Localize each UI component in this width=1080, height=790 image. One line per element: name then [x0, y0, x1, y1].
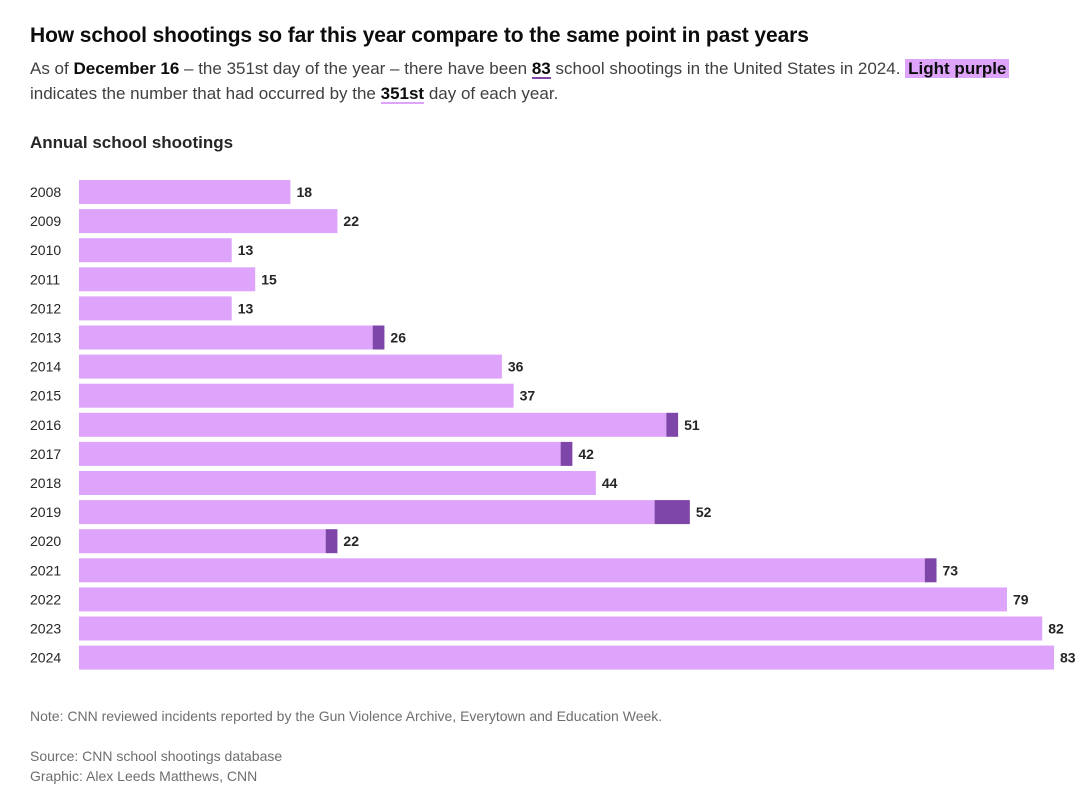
bar-light-2013	[79, 325, 373, 350]
year-label: 2008	[30, 184, 61, 200]
year-label: 2009	[30, 213, 61, 229]
legend-light-purple: Light purple	[905, 59, 1010, 78]
bar-dark-2017	[560, 441, 573, 466]
bar-light-2014	[79, 354, 502, 379]
bar-dark-2020	[325, 529, 338, 554]
value-label: 51	[684, 417, 700, 433]
value-label: 15	[261, 271, 277, 287]
year-label: 2017	[30, 446, 61, 462]
value-label: 22	[343, 213, 359, 229]
value-label: 22	[343, 533, 359, 549]
bar-dark-2016	[666, 412, 679, 437]
subtitle-text-2: – the 351st day of the year – there have…	[179, 59, 532, 78]
bar-chart: 2008 18 2009 22 2010 13 2011 15 2012 13 2013 26 2014…	[30, 180, 1076, 670]
year-label: 2015	[30, 388, 61, 404]
chart-note: Note: CNN reviewed incidents reported by…	[30, 708, 663, 724]
year-label: 2018	[30, 475, 61, 491]
year-label: 2013	[30, 330, 61, 346]
year-label: 2021	[30, 562, 61, 578]
value-label: 73	[943, 562, 959, 578]
bar-light-2015	[79, 383, 514, 408]
bar-light-2021	[79, 558, 925, 583]
bar-light-2012	[79, 296, 232, 321]
bar-light-2017	[79, 441, 561, 466]
subtitle-day: 351st	[380, 84, 425, 103]
value-label: 44	[602, 475, 618, 491]
bar-dark-2021	[924, 558, 937, 583]
subtitle-text-4: indicates the number that had occurred b…	[30, 84, 381, 103]
value-label: 82	[1048, 621, 1064, 637]
chart-subtitle: As of December 16 – the 351st day of the…	[30, 56, 1060, 106]
value-label: 18	[296, 184, 312, 200]
subtitle-text-1: As of	[30, 59, 74, 78]
chart-label: Annual school shootings	[30, 133, 234, 152]
year-label: 2022	[30, 591, 61, 607]
year-label: 2011	[30, 271, 60, 287]
value-label: 13	[238, 242, 254, 258]
subtitle-text-3: school shootings in the United States in…	[550, 59, 906, 78]
chart-graphic-credit: Graphic: Alex Leeds Matthews, CNN	[30, 768, 258, 784]
value-label: 26	[390, 330, 406, 346]
bar-dark-2019	[654, 500, 690, 525]
bar-light-2016	[79, 412, 667, 437]
bar-light-2018	[79, 471, 596, 495]
year-label: 2023	[30, 621, 61, 637]
bar-light-2010	[79, 238, 232, 263]
bar-light-2008	[79, 180, 291, 204]
value-label: 37	[520, 388, 536, 404]
subtitle-date: December 16	[73, 59, 180, 78]
chart-source: Source: CNN school shootings database	[30, 748, 283, 764]
bar-light-2019	[79, 500, 655, 525]
year-label: 2020	[30, 533, 61, 549]
bar-light-2011	[79, 267, 256, 292]
bar-light-2024	[79, 645, 1054, 670]
year-label: 2019	[30, 504, 61, 520]
value-label: 36	[508, 359, 524, 375]
subtitle-count: 83	[531, 59, 551, 78]
value-label: 83	[1060, 650, 1076, 666]
value-label: 79	[1013, 591, 1029, 607]
year-label: 2012	[30, 300, 61, 316]
chart-title: How school shootings so far this year co…	[30, 24, 809, 47]
year-label: 2024	[30, 650, 61, 666]
chart-credits: Source: CNN school shootings database Gr…	[30, 746, 282, 786]
bar-light-2009	[79, 209, 338, 234]
value-label: 42	[578, 446, 594, 462]
year-label: 2016	[30, 417, 61, 433]
subtitle-text-5: day of each year.	[424, 84, 559, 103]
bar-light-2022	[79, 587, 1008, 612]
bar-light-2020	[79, 529, 326, 554]
year-label: 2014	[30, 359, 61, 375]
value-label: 13	[238, 300, 254, 316]
bar-light-2023	[79, 616, 1043, 641]
value-label: 52	[696, 504, 712, 520]
year-label: 2010	[30, 242, 61, 258]
bar-dark-2013	[372, 325, 385, 350]
